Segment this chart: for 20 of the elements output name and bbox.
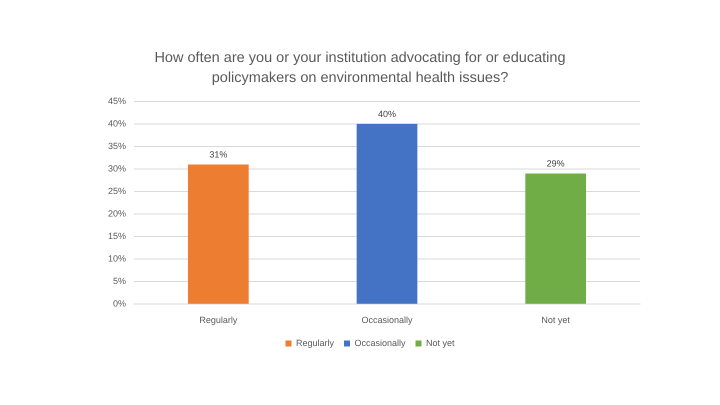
y-tick-label: 35% xyxy=(108,140,126,151)
y-tick-label: 40% xyxy=(108,118,126,128)
legend-label: Occasionally xyxy=(354,338,406,348)
y-tick-label: 15% xyxy=(108,231,126,242)
x-tick-label: Occasionally xyxy=(361,315,414,326)
legend-label: Regularly xyxy=(296,338,334,348)
y-tick-label: 45% xyxy=(108,96,126,106)
y-tick-label: 5% xyxy=(113,276,126,286)
chart-title: How often are you or your institution advocating for or educating policymakers on environmental health issues? xyxy=(153,49,567,88)
data-label: 29% xyxy=(546,158,565,168)
y-tick-label: 25% xyxy=(108,186,126,196)
y-tick-label: 0% xyxy=(113,298,126,309)
y-tick-label: 10% xyxy=(108,254,126,264)
y-tick-label: 20% xyxy=(108,208,126,219)
legend-label: Not yet xyxy=(426,338,456,348)
y-tick-label: 30% xyxy=(108,163,126,174)
x-tick-label: Not yet xyxy=(541,315,570,326)
x-tick-label: Regularly xyxy=(199,315,238,326)
data-label: 40% xyxy=(378,108,396,119)
data-label: 31% xyxy=(209,149,228,160)
